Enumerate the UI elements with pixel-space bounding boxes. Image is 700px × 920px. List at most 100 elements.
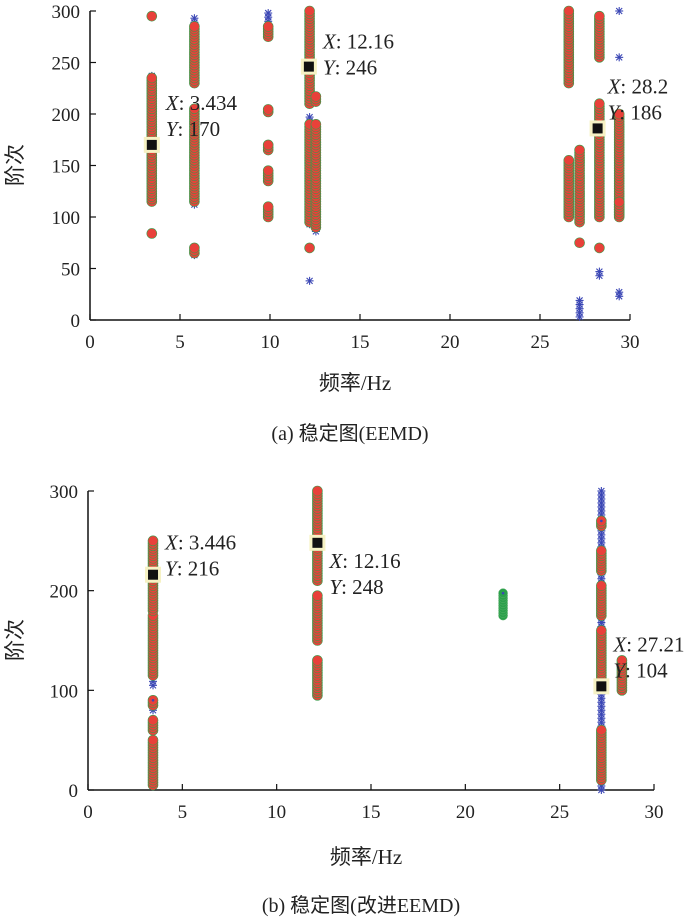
stable-point (146, 72, 158, 84)
pole-cluster (146, 10, 158, 239)
datatip-y-text: Y: 104 (613, 658, 668, 682)
datatip-x-label: X (322, 30, 337, 54)
x-tick-label: 30 (621, 332, 640, 353)
y-tick-label: 150 (52, 157, 81, 178)
datatip-marker (148, 569, 159, 580)
datatip-y-label: Y (323, 56, 337, 80)
datatip-marker (303, 61, 314, 72)
stable-point (310, 119, 322, 130)
datatip-y-value: : 186 (619, 100, 662, 124)
stable-point (594, 10, 605, 22)
pole-cluster (498, 588, 508, 621)
stable-point (262, 21, 274, 32)
stable-point (304, 242, 315, 254)
datatip-y-text: Y: 248 (329, 575, 383, 599)
stable-point (312, 655, 323, 666)
datatip: X: 12.16Y: 248 (309, 534, 401, 599)
stable-point (146, 10, 158, 22)
pole-cluster (594, 10, 605, 280)
stable-point (310, 91, 322, 102)
asterisk-stroke (615, 288, 623, 296)
pole-cluster (189, 14, 200, 260)
datatip-y-label: Y (166, 117, 180, 141)
unstable-point (575, 296, 584, 305)
y-tick-label: 50 (61, 260, 80, 281)
unstable-point (264, 9, 273, 18)
datatip-x-text: X: 12.16 (328, 549, 400, 573)
asterisk-stroke (597, 487, 605, 495)
datatip-marker (146, 139, 157, 150)
datatip-x-value: : 28.2 (620, 74, 668, 98)
plot-a: 0 5 10 15 20 25 30050100150200250300频率/Hz阶次(a)… (3, 2, 668, 445)
stable-point (563, 5, 575, 17)
asterisk-stroke (191, 14, 198, 22)
y-tick-label: 200 (50, 582, 79, 603)
stable-point (594, 98, 605, 109)
datatip-marker (312, 537, 323, 548)
y-tick-label: 0 (69, 781, 79, 802)
stable-point (613, 108, 625, 120)
stable-point (262, 104, 274, 115)
datatip-x-text: X: 12.16 (322, 30, 394, 54)
stable-point (262, 201, 274, 212)
stable-point (312, 485, 323, 497)
datatip-y-text: Y: 216 (165, 557, 219, 581)
stable-point (147, 535, 159, 547)
stable-point (262, 165, 274, 176)
x-tick-label: 0 (85, 332, 95, 353)
datatip: X: 12.16Y: 246 (300, 30, 394, 80)
chart-caption: (a) 稳定图(EEMD) (271, 422, 428, 445)
pole-cluster (262, 9, 274, 223)
datatip-y-value: : 104 (625, 658, 668, 682)
datatip-y-label: Y (608, 100, 622, 124)
datatip-marker (596, 681, 607, 692)
x-tick-label: 0 (83, 802, 93, 823)
stable-point-core (151, 699, 155, 702)
datatip-x-value: : 27.21 (626, 632, 684, 656)
y-tick-label: 250 (52, 54, 81, 75)
datatip-x-label: X (328, 549, 343, 573)
x-tick-label: 10 (267, 802, 286, 823)
stable-point (596, 625, 607, 636)
x-tick-label: 15 (362, 802, 381, 823)
datatip: X: 27.21Y: 104 (593, 632, 685, 695)
stable-point (594, 242, 605, 254)
pole-cluster (596, 487, 607, 794)
stable-point (147, 714, 159, 726)
datatip-x-text: X: 28.2 (607, 74, 669, 98)
y-tick-label: 200 (52, 105, 81, 126)
chart-caption: (b) 稳定图(改进EEMD) (262, 894, 460, 917)
datatip-x-value: : 12.16 (336, 30, 394, 54)
asterisk-stroke (576, 297, 583, 304)
x-tick-label: 15 (351, 332, 370, 353)
datatip-x-value: : 3.434 (179, 91, 238, 115)
asterisk-stroke (264, 9, 272, 17)
stable-point (574, 144, 585, 156)
x-tick-label: 5 (175, 332, 185, 353)
datatip-x-text: X: 27.21 (612, 632, 684, 656)
x-tick-label: 25 (550, 802, 569, 823)
datatip-x-label: X (165, 91, 180, 115)
stable-point (596, 724, 607, 736)
y-tick-label: 300 (52, 2, 81, 23)
unstable-point (305, 276, 314, 285)
y-axis-label: 阶次 (3, 619, 27, 661)
y-tick-label: 100 (50, 681, 79, 702)
stable-point (146, 228, 158, 239)
unstable-point (597, 487, 606, 495)
datatip-x-text: X: 3.434 (165, 91, 238, 115)
datatip-x-label: X (607, 74, 622, 98)
pole-cluster (613, 7, 625, 301)
unstable-point (615, 53, 624, 62)
stable-point (616, 655, 628, 666)
datatip-y-value: : 248 (341, 575, 384, 599)
stable-point (189, 21, 200, 32)
datatip: X: 28.2Y: 186 (589, 74, 669, 137)
pole-cluster (310, 91, 322, 236)
datatip-y-value: : 216 (177, 557, 220, 581)
unstable-point (615, 7, 624, 15)
stable-point-core (501, 591, 505, 595)
unstable-point (615, 288, 624, 297)
stable-point (189, 103, 200, 115)
